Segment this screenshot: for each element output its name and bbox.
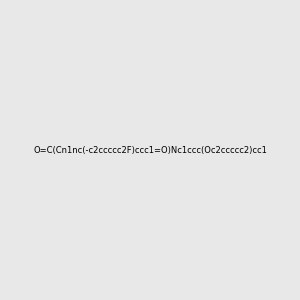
Text: O=C(Cn1nc(-c2ccccc2F)ccc1=O)Nc1ccc(Oc2ccccc2)cc1: O=C(Cn1nc(-c2ccccc2F)ccc1=O)Nc1ccc(Oc2cc… <box>33 146 267 154</box>
